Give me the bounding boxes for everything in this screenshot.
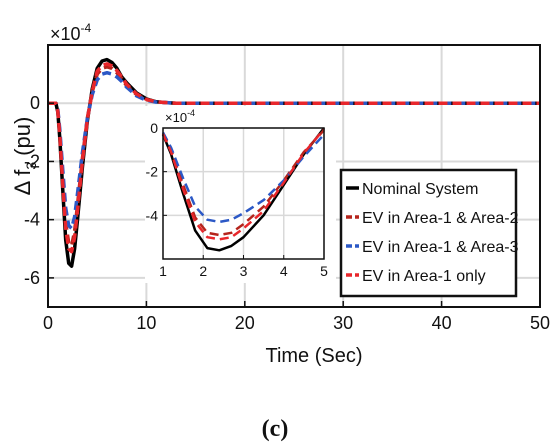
legend: Nominal System EV in Area-1 & Area-2 EV in… [339, 168, 519, 298]
inset-x-tick-label: 4 [280, 263, 288, 279]
inset-x-tick-label: 2 [199, 263, 207, 279]
inset-series-line [161, 131, 325, 224]
main-y-tick-label: -4 [24, 210, 40, 230]
legend-label: EV in Area-1 & Area-2 [362, 210, 519, 227]
main-y-multiplier-exponent: -4 [81, 21, 92, 35]
inset-y-tick-label: -2 [146, 164, 159, 180]
y-axis-label-subscript: 3 [23, 162, 39, 170]
inset-x-tick-label: 1 [159, 263, 167, 279]
y-axis-label-unit: (pu) [10, 117, 35, 156]
inset-series-line [161, 128, 325, 241]
main-x-tick-label: 10 [136, 313, 156, 333]
inset-chart: 1 2 3 4 5-4-20×10-4 [145, 106, 336, 283]
legend-label: Nominal System [362, 181, 478, 198]
main-plot-frame [47, 44, 541, 308]
main-x-tick-label: 0 [43, 313, 53, 333]
inset-y-tick-label: 0 [150, 120, 158, 136]
main-y-tick-label: -6 [24, 268, 40, 288]
main-x-tick-label: 30 [333, 313, 353, 333]
main-x-tick-label: 50 [530, 313, 550, 333]
main-x-tick-label: 40 [432, 313, 452, 333]
figure-caption: (c) [262, 416, 289, 442]
inset-y-multiplier: ×10-4 [165, 108, 195, 125]
inset-y-multiplier-base: ×10 [165, 110, 187, 125]
main-y-tick-label: -2 [24, 151, 40, 171]
main-series-line [48, 62, 540, 254]
x-axis-label: Time (Sec) [265, 345, 362, 367]
main-y-multiplier-base: ×10 [50, 24, 81, 44]
inset-y-tick-label: -4 [146, 207, 159, 223]
legend-label: EV in Area-1 only [362, 268, 486, 285]
y-axis-label-main: Δ f [10, 169, 35, 196]
main-y-multiplier: ×10-4 [50, 21, 92, 44]
inset-x-tick-label: 5 [320, 263, 328, 279]
inset-x-tick-label: 3 [240, 263, 248, 279]
main-x-tick-label: 20 [235, 313, 255, 333]
main-y-tick-label: 0 [30, 93, 40, 113]
inset-y-multiplier-exponent: -4 [187, 108, 195, 118]
legend-box [339, 168, 518, 298]
y-axis-label: Δ f3 (pu) [10, 117, 39, 196]
legend-label: EV in Area-1 & Area-3 [362, 239, 519, 256]
